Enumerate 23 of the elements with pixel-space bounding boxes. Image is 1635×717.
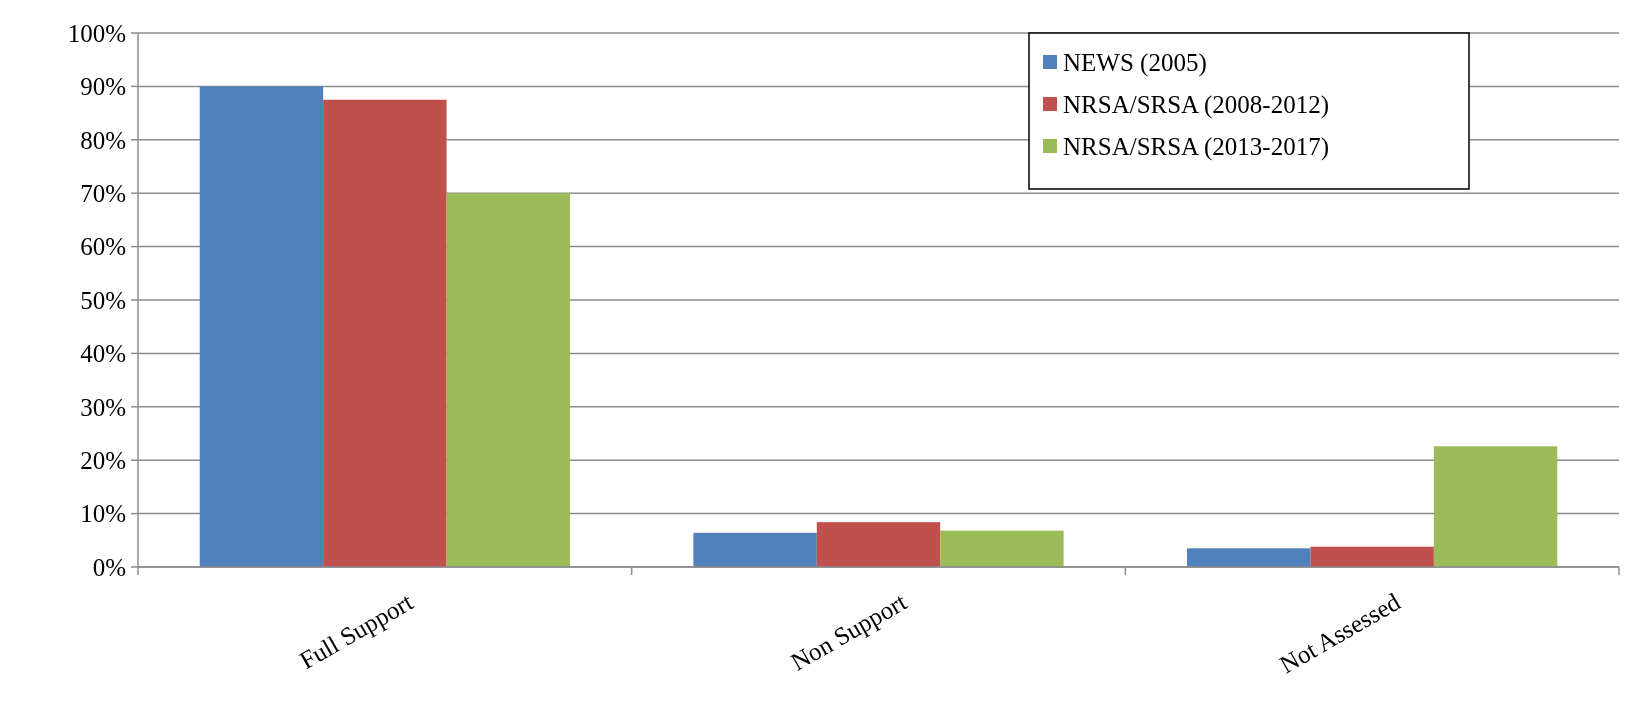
legend-label: NRSA/SRSA (2008-2012) — [1063, 90, 1330, 119]
y-tick-label: 40% — [80, 340, 126, 368]
bar — [816, 522, 941, 567]
y-tick-label: 50% — [80, 286, 126, 314]
bar — [693, 532, 817, 567]
y-tick-label: 0% — [92, 553, 126, 581]
bar — [446, 193, 570, 567]
y-tick-label: 60% — [80, 233, 126, 261]
y-tick-label: 70% — [80, 179, 126, 207]
bar — [1187, 548, 1311, 567]
y-tick-label: 90% — [80, 73, 126, 101]
bar — [323, 99, 447, 567]
legend-label: NRSA/SRSA (2013-2017) — [1063, 132, 1330, 161]
y-tick-label: 10% — [80, 500, 126, 528]
bar — [1433, 446, 1558, 567]
y-tick-label: 30% — [80, 393, 126, 421]
bar — [940, 530, 1064, 567]
legend-label: NEWS (2005) — [1063, 48, 1207, 77]
y-tick-label: 20% — [80, 446, 126, 474]
y-tick-label: 80% — [80, 126, 126, 154]
y-tick-label: 100% — [67, 19, 126, 47]
bar — [1310, 546, 1434, 567]
bar — [199, 86, 324, 567]
